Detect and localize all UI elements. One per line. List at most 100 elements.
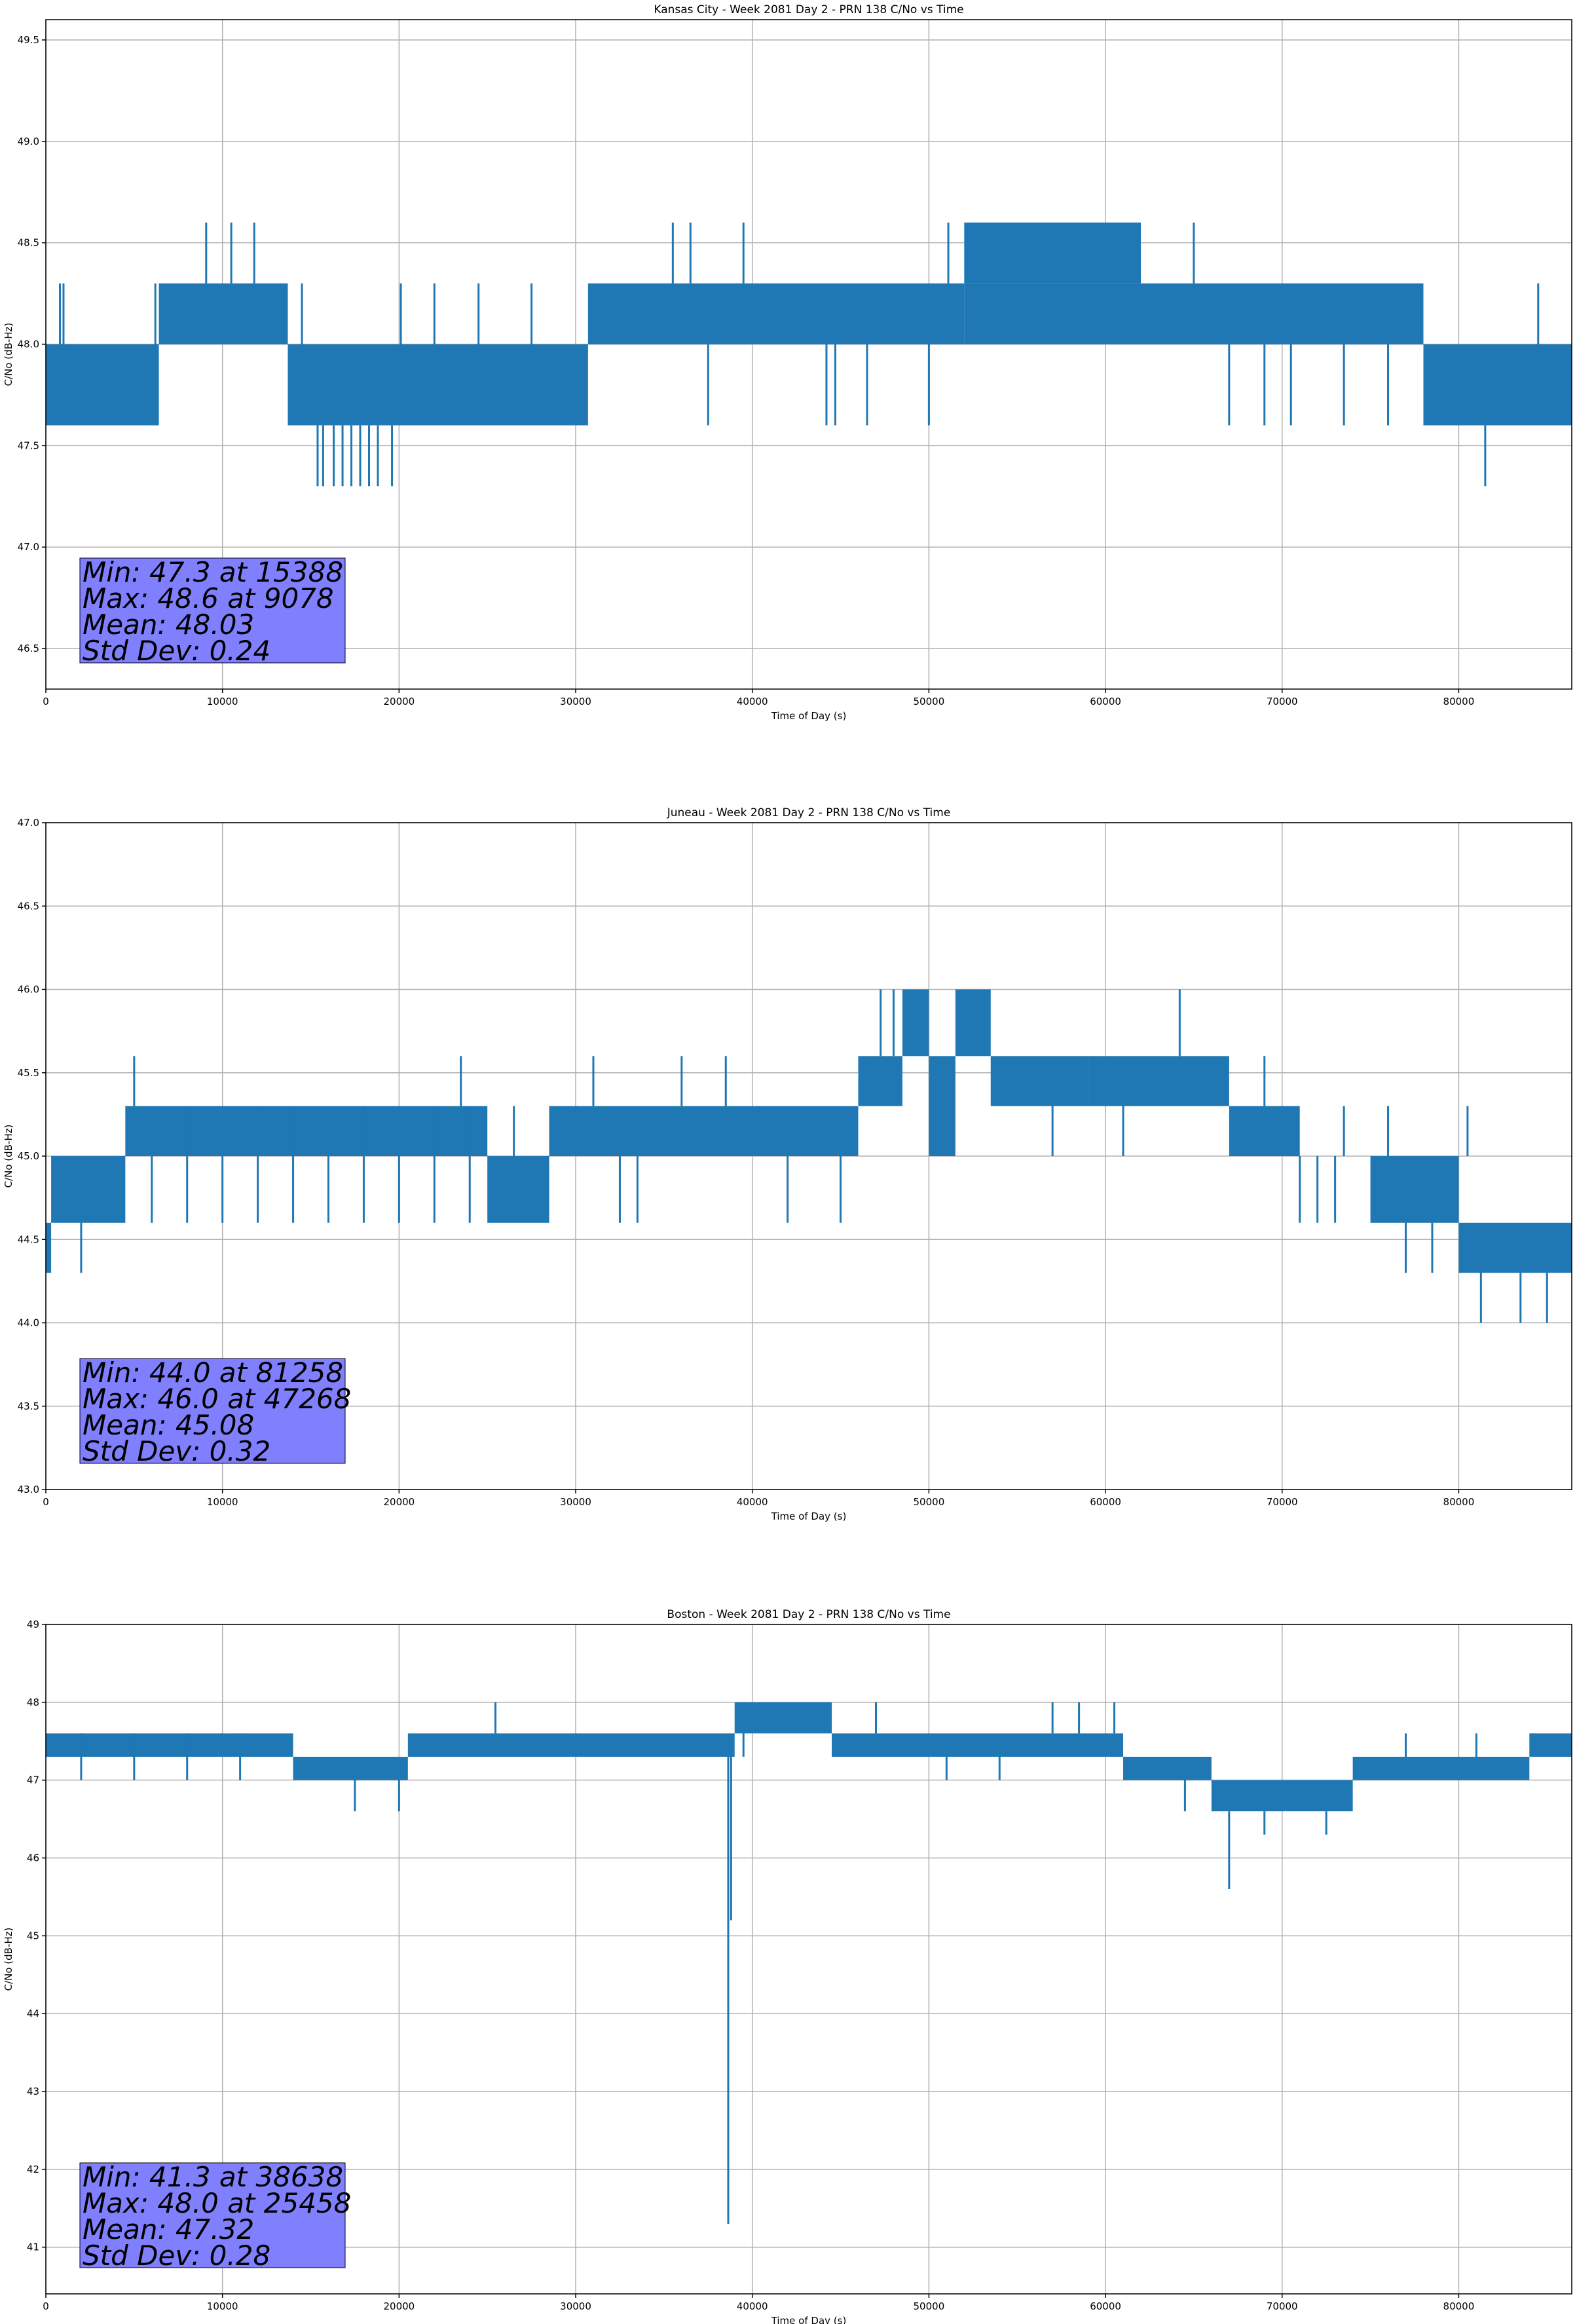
x-tick-label: 20000 [383, 696, 415, 707]
y-tick-label: 48 [27, 1696, 39, 1708]
x-tick-label: 60000 [1090, 2300, 1121, 2312]
y-tick-label: 46 [27, 1852, 39, 1864]
data-band [832, 1733, 1124, 1757]
data-band [964, 283, 1424, 345]
data-band [1211, 1780, 1353, 1812]
y-tick-label: 43.5 [18, 1400, 39, 1412]
data-band [902, 989, 929, 1057]
data-band [858, 1056, 902, 1106]
x-tick-label: 70000 [1267, 2300, 1298, 2312]
chart-title: Kansas City - Week 2081 Day 2 - PRN 138 … [654, 3, 963, 16]
data-band [1370, 1156, 1459, 1223]
data-band [46, 1222, 52, 1273]
chart-title: Boston - Week 2081 Day 2 - PRN 138 C/No … [667, 1608, 950, 1621]
x-tick-label: 30000 [560, 696, 591, 707]
y-tick-label: 46.0 [18, 984, 39, 996]
stats-min: Min: 41.3 at 38638 [83, 2161, 343, 2193]
y-tick-label: 47.0 [18, 541, 39, 553]
x-axis-label: Time of Day (s) [771, 1510, 847, 1522]
data-band [288, 344, 588, 426]
x-tick-label: 40000 [737, 2300, 768, 2312]
stats-std: Std Dev: 0.24 [83, 635, 270, 667]
y-tick-label: 46.5 [18, 643, 39, 654]
x-tick-label: 0 [43, 2300, 49, 2312]
y-tick-label: 49.0 [18, 136, 39, 147]
x-tick-label: 80000 [1443, 696, 1475, 707]
data-band [1423, 344, 1572, 426]
x-tick-label: 20000 [383, 2300, 415, 2312]
y-tick-label: 42 [27, 2164, 39, 2175]
data-band [293, 1757, 408, 1780]
y-tick-label: 45.0 [18, 1150, 39, 1162]
x-tick-label: 20000 [383, 1496, 415, 1508]
data-band [955, 989, 991, 1057]
data-band [487, 1156, 549, 1223]
data-band [46, 1733, 293, 1757]
axes-frame [45, 19, 1572, 690]
y-tick-label: 48.0 [18, 339, 39, 350]
y-tick-label: 43.0 [18, 1484, 39, 1495]
x-tick-label: 50000 [914, 2300, 945, 2312]
y-tick-label: 49 [27, 1619, 39, 1630]
x-tick-label: 40000 [737, 696, 768, 707]
y-axis-label: C/No (dB-Hz) [3, 323, 14, 386]
stats-min: Min: 47.3 at 15388 [83, 556, 343, 588]
y-tick-label: 44.5 [18, 1233, 39, 1245]
x-tick-label: 80000 [1443, 2300, 1475, 2312]
data-band [1123, 1757, 1212, 1780]
y-tick-label: 43 [27, 2086, 39, 2097]
stats-mean: Mean: 47.32 [83, 2213, 254, 2245]
data-band [1352, 1757, 1530, 1780]
data-band [51, 1156, 126, 1223]
chart-panel-2: 0 10000 20000 30000 40000 50000 60000 70000 8000… [3, 806, 1572, 1522]
y-tick-label: 45 [27, 1930, 39, 1941]
data-band [734, 1702, 832, 1734]
axes-frame [45, 1624, 1572, 2295]
stats-box [79, 557, 346, 664]
x-axis-label: Time of Day (s) [771, 710, 847, 722]
x-tick-label: 10000 [207, 2300, 238, 2312]
stats-box [79, 2162, 346, 2268]
x-tick-label: 0 [43, 696, 49, 707]
x-tick-label: 10000 [207, 1496, 238, 1508]
x-tick-label: 80000 [1443, 1496, 1475, 1508]
y-tick-label: 47 [27, 1774, 39, 1786]
y-tick-label: 45.5 [18, 1067, 39, 1079]
stats-mean: Mean: 48.03 [83, 609, 254, 641]
y-tick-label: 44.0 [18, 1317, 39, 1329]
x-tick-label: 60000 [1090, 1496, 1121, 1508]
y-axis-label: C/No (dB-Hz) [3, 1928, 14, 1991]
y-axis-label: C/No (dB-Hz) [3, 1125, 14, 1188]
data-band [929, 1056, 955, 1156]
y-tick-label: 49.5 [18, 34, 39, 46]
data-band [1088, 1056, 1229, 1106]
chart-panel-3: 0 10000 20000 30000 40000 50000 60000 70000 8000… [3, 1608, 1572, 2324]
data-band [587, 283, 965, 345]
stats-max: Max: 48.6 at 9078 [83, 582, 334, 614]
data-band [990, 1056, 1088, 1106]
y-tick-label: 47.5 [18, 440, 39, 451]
x-tick-label: 10000 [207, 696, 238, 707]
data-band [407, 1733, 735, 1757]
x-axis-label: Time of Day (s) [771, 2315, 847, 2324]
chart-panel-1: 0 10000 20000 30000 40000 50000 60000 70000 8000… [3, 3, 1572, 722]
data-band [964, 222, 1141, 284]
x-tick-label: 70000 [1267, 1496, 1298, 1508]
x-tick-label: 30000 [560, 2300, 591, 2312]
x-tick-label: 70000 [1267, 696, 1298, 707]
stats-box [79, 1358, 346, 1464]
x-tick-label: 30000 [560, 1496, 591, 1508]
stats-max: Max: 46.0 at 47268 [83, 1383, 351, 1415]
x-tick-label: 50000 [914, 1496, 945, 1508]
y-tick-label: 44 [27, 2008, 39, 2019]
stats-max: Max: 48.0 at 25458 [83, 2187, 351, 2219]
data-band [46, 344, 159, 426]
stats-std: Std Dev: 0.32 [83, 1435, 270, 1467]
data-band [1458, 1222, 1572, 1273]
x-tick-label: 40000 [737, 1496, 768, 1508]
data-band [549, 1106, 859, 1156]
y-tick-label: 41 [27, 2241, 39, 2253]
y-tick-label: 46.5 [18, 900, 39, 912]
stats-mean: Mean: 45.08 [83, 1409, 254, 1441]
